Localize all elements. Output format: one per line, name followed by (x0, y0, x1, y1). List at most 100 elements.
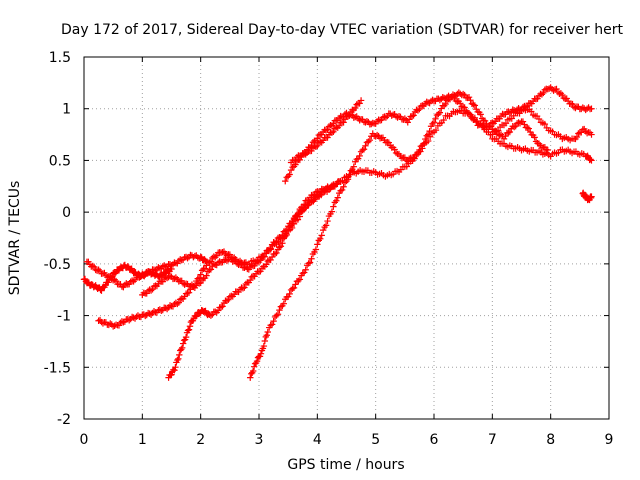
data-point-marker (196, 310, 203, 317)
data-point-marker (168, 371, 175, 378)
data-point-marker (239, 285, 247, 292)
data-point-marker (352, 104, 359, 112)
data-point-marker (322, 222, 330, 229)
data-point-marker (357, 97, 365, 104)
data-point-marker (192, 313, 200, 320)
data-point-marker (557, 90, 565, 97)
data-point-marker (105, 279, 112, 286)
data-point-marker (388, 112, 395, 119)
data-point-marker (257, 350, 265, 357)
data-point-marker (423, 132, 430, 139)
series-sat-i (489, 106, 595, 144)
data-point-marker (477, 111, 484, 118)
data-point-marker (147, 287, 155, 294)
data-point-marker (413, 106, 420, 113)
data-point-marker (273, 237, 280, 245)
data-point-marker (432, 115, 439, 123)
data-point-marker (340, 183, 347, 190)
data-point-marker (391, 146, 398, 153)
data-point-marker (337, 112, 344, 120)
data-point-marker (373, 131, 381, 139)
data-point-marker (308, 147, 315, 155)
data-point-marker (250, 363, 258, 370)
data-point-marker (344, 176, 352, 183)
data-point-marker (333, 197, 340, 204)
data-point-marker (321, 188, 328, 195)
data-point-marker (140, 289, 147, 296)
data-point-marker (212, 254, 219, 261)
data-point-marker (344, 113, 352, 120)
data-point-marker (319, 226, 327, 234)
data-point-marker (544, 146, 551, 154)
data-point-marker (185, 289, 193, 296)
data-point-marker (286, 290, 293, 298)
data-point-marker (306, 259, 314, 266)
data-point-marker (366, 137, 374, 144)
data-point-marker (575, 130, 582, 137)
data-point-marker (282, 227, 289, 235)
data-point-marker (264, 257, 271, 265)
data-point-marker (528, 108, 535, 115)
data-point-marker (468, 115, 476, 122)
data-point-marker (287, 219, 295, 227)
data-point-marker (296, 276, 304, 283)
data-point-marker (525, 125, 532, 132)
data-point-marker (420, 140, 427, 147)
data-point-marker (435, 110, 442, 118)
data-point-marker (324, 126, 331, 133)
data-point-marker (496, 132, 503, 139)
data-point-marker (362, 142, 369, 149)
data-point-marker (346, 171, 353, 178)
series-sat-d (165, 177, 344, 381)
data-point-marker (273, 249, 280, 257)
data-point-marker (354, 155, 362, 162)
chart-title: Day 172 of 2017, Sidereal Day-to-day VTE… (61, 22, 623, 38)
data-point-marker (429, 96, 436, 104)
data-point-marker (150, 308, 158, 315)
x-axis-label: GPS time / hours (287, 457, 404, 473)
data-point-marker (130, 314, 137, 321)
series-sat-g (287, 97, 365, 166)
data-point-marker (588, 157, 595, 164)
data-point-marker (535, 115, 543, 123)
data-point-marker (217, 303, 225, 311)
data-point-marker (449, 93, 457, 100)
data-point-marker (309, 139, 317, 146)
data-point-marker (175, 355, 182, 363)
data-point-marker (111, 270, 119, 277)
data-point-marker (338, 186, 346, 194)
data-point-marker (515, 119, 522, 126)
data-point-marker (336, 122, 343, 130)
data-point-marker (484, 123, 492, 131)
data-point-marker (168, 265, 175, 273)
data-point-marker (279, 240, 286, 247)
data-point-marker (174, 356, 181, 364)
data-point-marker (257, 257, 264, 264)
x-tick-label: 6 (430, 432, 439, 448)
data-point-marker (301, 269, 308, 276)
data-point-marker (299, 270, 306, 277)
data-point-marker (413, 151, 420, 159)
data-point-marker (319, 137, 327, 144)
data-point-marker (440, 116, 447, 124)
data-point-marker (287, 166, 295, 174)
data-point-marker (305, 201, 312, 209)
data-point-marker (461, 104, 468, 111)
data-point-marker (283, 226, 290, 234)
data-point-marker (158, 307, 165, 315)
data-point-marker (178, 346, 185, 353)
data-point-marker (292, 156, 299, 164)
data-point-marker (95, 266, 102, 273)
data-point-marker (253, 357, 261, 365)
data-point-marker (467, 111, 474, 118)
data-point-marker (347, 167, 355, 174)
data-point-marker (277, 303, 285, 310)
data-point-marker (197, 279, 204, 287)
data-point-marker (451, 94, 458, 102)
x-tick-label: 0 (80, 432, 89, 448)
data-point-marker (346, 112, 353, 119)
data-point-marker (322, 127, 330, 134)
x-tick-label: 4 (313, 432, 322, 448)
data-point-marker (426, 127, 433, 135)
data-point-marker (527, 128, 534, 136)
